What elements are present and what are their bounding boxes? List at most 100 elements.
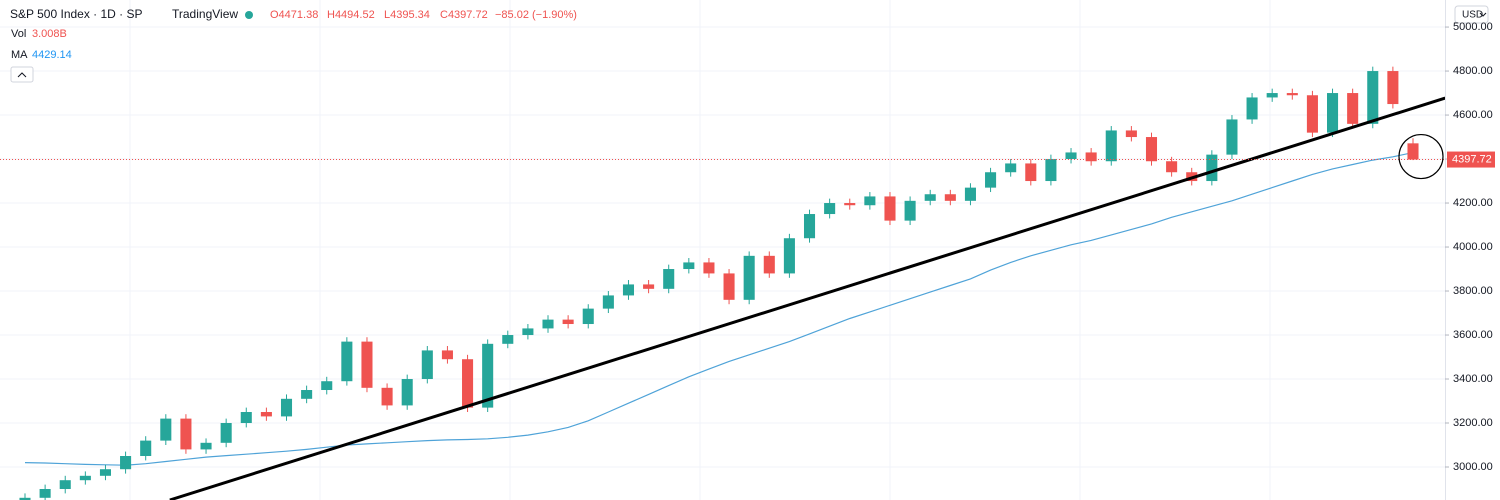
candle-body xyxy=(1065,152,1077,160)
candle-body xyxy=(79,475,91,481)
collapse-icon xyxy=(17,72,27,78)
candle-body xyxy=(502,335,514,344)
candle-body xyxy=(924,194,936,201)
collapse-button[interactable] xyxy=(10,66,34,83)
candle-body xyxy=(864,196,876,206)
candle-body xyxy=(542,319,554,329)
candle-body xyxy=(280,398,293,417)
candle-body xyxy=(200,442,212,450)
ma-label: MA xyxy=(11,49,28,61)
candle-body xyxy=(743,255,755,300)
candle-body xyxy=(904,200,916,221)
candle-body xyxy=(1266,93,1278,98)
close: C4397.72 xyxy=(440,9,488,21)
y-tick-label: 4600.00 xyxy=(1453,109,1493,121)
candle-body xyxy=(59,480,71,490)
low: L4395.34 xyxy=(384,9,430,21)
y-tick-label: 3200.00 xyxy=(1453,417,1493,429)
candle-body xyxy=(421,350,433,380)
candle-body xyxy=(803,214,816,239)
y-tick-label: 4800.00 xyxy=(1453,65,1493,77)
candle-body xyxy=(1025,163,1037,182)
candle-body xyxy=(1327,93,1339,133)
candle-body xyxy=(1206,154,1218,182)
last-price-box xyxy=(1447,151,1495,168)
candle-body xyxy=(1166,161,1178,173)
candle-body xyxy=(1005,163,1017,173)
plot-area xyxy=(0,0,1446,500)
vol-value: 3.008B xyxy=(32,28,67,40)
candle-body xyxy=(622,284,635,296)
moving-average xyxy=(24,152,1414,466)
candle-body xyxy=(944,194,956,201)
candle-body xyxy=(441,350,453,360)
candle-body xyxy=(1105,130,1117,162)
candle-body xyxy=(783,238,795,274)
candle-body xyxy=(643,284,655,289)
y-tick-label: 3400.00 xyxy=(1453,373,1493,385)
candle-body xyxy=(341,341,353,382)
y-tick-label: 5000.00 xyxy=(1453,21,1493,33)
candle-body xyxy=(482,343,494,408)
candle-body xyxy=(1226,119,1238,155)
y-tick-label: 4000.00 xyxy=(1453,241,1493,253)
candle-body xyxy=(844,203,856,206)
candle-body xyxy=(1246,97,1258,120)
candle-body xyxy=(663,269,675,289)
candle-body xyxy=(723,273,735,300)
candle-body xyxy=(180,418,192,450)
candle-body xyxy=(1387,71,1399,105)
highlight-circle xyxy=(1398,133,1444,180)
candle-body xyxy=(763,255,775,274)
candle-body xyxy=(562,319,574,325)
candle-body xyxy=(964,187,976,201)
candle-body xyxy=(1367,71,1379,124)
change: −85.02 (−1.90%) xyxy=(495,9,577,21)
candle-body xyxy=(462,359,474,408)
candle-body xyxy=(321,381,333,391)
last-price-label: 4397.72 xyxy=(1452,153,1492,165)
y-tick-label: 3800.00 xyxy=(1453,285,1493,297)
candle-body xyxy=(1306,95,1318,133)
candle-body xyxy=(1286,93,1298,96)
candle-body xyxy=(703,262,715,274)
currency[interactable]: USD xyxy=(1462,10,1483,21)
candle-body xyxy=(301,390,313,399)
candle-body xyxy=(985,172,997,188)
candle-body xyxy=(582,308,594,325)
trend-line xyxy=(169,96,1446,500)
candle-body xyxy=(140,440,152,457)
candle-body xyxy=(39,489,51,498)
candle-body xyxy=(1407,143,1419,160)
candle-body xyxy=(1347,93,1359,124)
y-tick-label: 4200.00 xyxy=(1453,197,1493,209)
candle-body xyxy=(260,412,272,417)
y-tick-label: 3000.00 xyxy=(1453,461,1493,473)
candle-body xyxy=(824,203,836,215)
candle-body xyxy=(240,412,252,424)
candle-body xyxy=(602,295,614,309)
ma-value: 4429.14 xyxy=(32,49,72,61)
symbol: S&P 500 Index · 1D · SP xyxy=(10,7,143,21)
candle-body xyxy=(19,497,31,500)
candle-body xyxy=(220,423,232,443)
candle-body xyxy=(1085,152,1097,162)
candle-body xyxy=(1045,159,1057,182)
candle-body xyxy=(160,418,172,441)
candle-body xyxy=(99,469,111,476)
market-status[interactable] xyxy=(245,11,253,19)
candle-body xyxy=(381,387,393,406)
currency-caret xyxy=(1479,12,1487,17)
currency-button[interactable] xyxy=(1454,5,1489,24)
candle-body xyxy=(522,328,534,336)
source: TradingView xyxy=(172,7,238,21)
vol-label: Vol xyxy=(11,28,26,40)
candle-body xyxy=(120,456,132,470)
candle-body xyxy=(1145,137,1158,162)
open: O4471.38 xyxy=(270,9,318,21)
high: H4494.52 xyxy=(327,9,375,21)
candle-body xyxy=(884,196,896,221)
candle-body xyxy=(401,379,413,406)
